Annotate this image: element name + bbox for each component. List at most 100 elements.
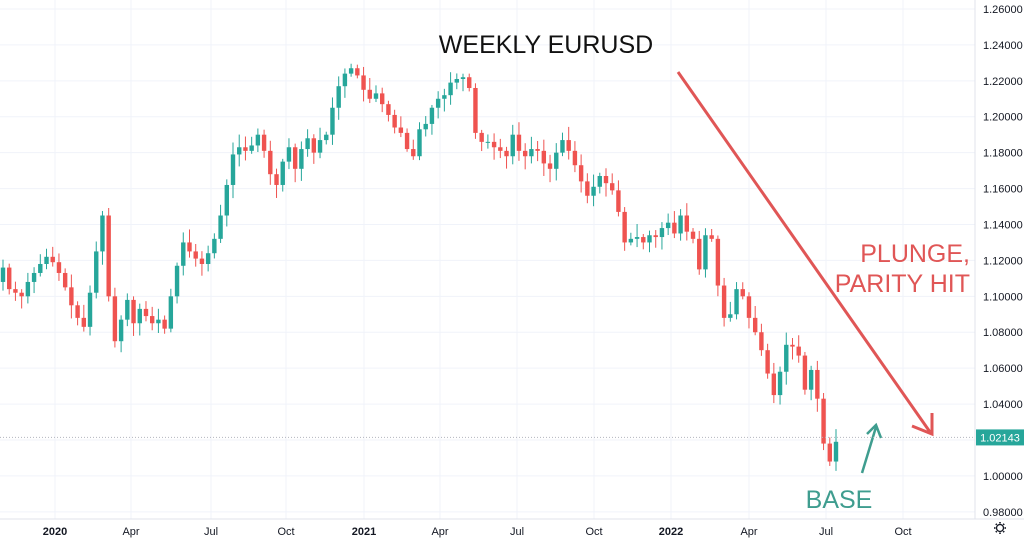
candle-body	[168, 296, 174, 329]
price-tick-label: 1.16000	[983, 184, 1023, 196]
candle-body	[684, 215, 690, 232]
candle-body	[597, 175, 602, 187]
candles	[0, 63, 839, 471]
candle-body	[249, 145, 254, 151]
candle-body	[50, 256, 55, 263]
candle-body	[143, 308, 149, 317]
base-arrow	[860, 422, 883, 474]
candle-body	[31, 272, 37, 282]
candle-body	[411, 149, 416, 157]
candle-body	[566, 140, 571, 151]
time-tick-label: 2022	[659, 526, 683, 538]
candle-body	[423, 123, 428, 130]
price-tick-label: 1.10000	[983, 291, 1023, 303]
candle-body	[75, 305, 80, 318]
price-tick-label: 0.98000	[983, 507, 1023, 519]
candle-body	[404, 132, 410, 150]
candle-body	[790, 344, 795, 347]
price-axis[interactable]: 1.26000 1.24000 1.22000 1.20000 1.18000 1.160…	[983, 4, 1023, 519]
time-tick-label: 2021	[352, 526, 376, 538]
candle-body	[367, 89, 372, 99]
candle-body	[324, 134, 329, 141]
time-tick-label: 2020	[43, 526, 67, 538]
candle-body	[585, 181, 590, 196]
candle-body	[448, 82, 453, 96]
last-price-value: 1.02143	[980, 432, 1020, 444]
candle-body	[665, 222, 671, 229]
candle-body	[516, 134, 522, 151]
candle-body	[261, 134, 267, 151]
candle-body	[734, 289, 739, 315]
candle-body	[429, 107, 435, 124]
candle-body	[336, 86, 341, 108]
candle-body	[479, 132, 484, 142]
settings-gear-icon[interactable]	[994, 522, 1006, 534]
price-tick-label: 1.12000	[983, 255, 1023, 267]
candle-body	[672, 222, 677, 234]
candle-body	[784, 344, 789, 372]
candle-body	[156, 319, 161, 324]
base-arrow-line	[860, 426, 878, 474]
candle-body	[821, 398, 826, 444]
candle-body	[659, 228, 665, 238]
candle-body	[703, 235, 708, 270]
candle-body	[622, 211, 627, 243]
candle-body	[25, 281, 31, 297]
candle-body	[398, 127, 404, 133]
candle-body	[292, 147, 298, 169]
candle-body	[715, 238, 721, 286]
candle-body	[100, 215, 105, 252]
candle-body	[311, 138, 317, 153]
candle-body	[237, 147, 242, 155]
candle-body	[106, 215, 111, 297]
time-axis[interactable]: 2020 Apr Jul Oct 2021 Apr Jul Oct 2022 Apr Jul Oct	[43, 526, 912, 538]
plunge-label-line1: PLUNGE,	[860, 240, 970, 268]
candle-body	[491, 141, 497, 148]
candle-body	[510, 134, 515, 157]
candle-body	[317, 140, 323, 153]
candle-body	[647, 235, 652, 243]
candle-body	[765, 350, 770, 374]
candle-body	[547, 163, 553, 169]
candle-body	[162, 319, 167, 329]
time-tick-label: Oct	[894, 526, 911, 538]
candle-body	[498, 147, 503, 151]
candle-body	[118, 319, 124, 342]
candle-body	[62, 272, 68, 288]
candle-body	[603, 175, 609, 184]
time-tick-label: Jul	[204, 526, 218, 538]
candle-body	[44, 256, 49, 264]
candle-body	[560, 140, 565, 153]
candle-body	[87, 292, 93, 327]
candle-body	[243, 147, 248, 151]
time-tick-label: Jul	[510, 526, 524, 538]
candle-body	[808, 369, 814, 390]
candle-body	[827, 443, 832, 462]
candle-body	[81, 317, 87, 327]
candle-body	[56, 262, 62, 273]
candle-body	[460, 77, 466, 80]
candle-body	[69, 287, 74, 306]
candle-body	[361, 75, 366, 90]
candle-body	[796, 346, 801, 356]
candle-body	[690, 231, 696, 239]
candle-body	[330, 107, 335, 135]
time-tick-label: Apr	[122, 526, 139, 538]
candle-body	[355, 68, 360, 76]
price-tick-label: 1.26000	[983, 4, 1023, 16]
candle-body	[485, 141, 491, 143]
candle-body	[299, 149, 304, 169]
candle-body	[19, 292, 24, 297]
candle-body	[174, 265, 180, 297]
last-price-marker: 1.02143	[0, 429, 1024, 446]
candle-body	[709, 235, 714, 239]
candle-body	[224, 184, 229, 216]
candle-body	[131, 299, 136, 324]
plunge-arrow-line	[676, 71, 932, 433]
candle-body	[678, 215, 683, 234]
candle-body	[348, 68, 354, 74]
candle-body	[212, 238, 217, 254]
candle-body	[634, 237, 640, 239]
candle-body	[535, 149, 540, 151]
